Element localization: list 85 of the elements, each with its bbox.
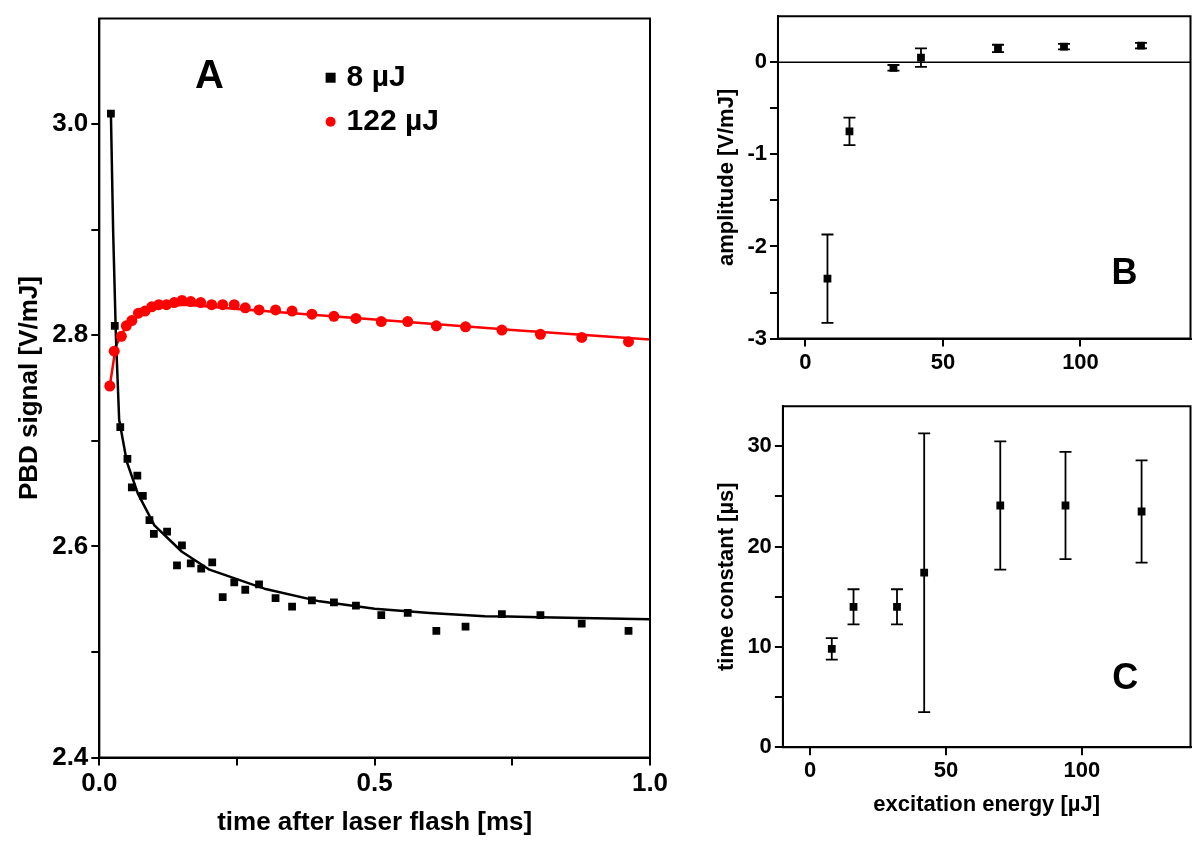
point: [306, 308, 318, 320]
point: [241, 585, 250, 594]
point: [104, 380, 116, 392]
point: [123, 454, 132, 463]
point: [107, 109, 115, 118]
y-tick-label: 10: [747, 632, 772, 658]
x-tick-label: 0: [803, 757, 817, 783]
y-tick-label: 2.6: [52, 529, 89, 560]
point: [308, 596, 316, 605]
point: [461, 622, 470, 631]
point: [576, 331, 588, 343]
point: [217, 299, 229, 311]
point: [350, 312, 362, 324]
point: [377, 611, 386, 619]
point: [624, 627, 633, 635]
y-tick-label: 3.0: [52, 107, 89, 138]
x-tick-label: 100: [1062, 348, 1099, 374]
point: [163, 527, 171, 536]
y-tick-label: -3: [747, 324, 767, 350]
point: [239, 302, 251, 314]
point: [230, 578, 239, 587]
point: [186, 559, 195, 568]
point: [253, 304, 265, 316]
point: [577, 619, 586, 628]
y-tick-label: -1: [747, 140, 767, 166]
point: [173, 561, 181, 570]
point: [208, 558, 217, 567]
y-tick-label: 30: [747, 432, 772, 458]
annotation: C: [1112, 655, 1139, 697]
x-tick-label: 50: [933, 757, 959, 783]
point: [197, 564, 206, 573]
x-tick-label: 0: [799, 348, 812, 374]
x-axis-title: time after laser flash [ms]: [217, 805, 533, 836]
point: [288, 602, 296, 611]
point: [375, 316, 387, 328]
point: [178, 541, 186, 550]
point: [460, 321, 472, 333]
point: [271, 594, 280, 603]
x-axis-title: excitation energy [µJ]: [873, 790, 1101, 816]
point: [218, 593, 227, 602]
point: [534, 328, 546, 340]
point: [330, 598, 338, 607]
point: [228, 299, 240, 311]
point: [138, 491, 147, 500]
y-tick-label: -2: [747, 232, 767, 258]
point: [127, 483, 136, 492]
x-tick-label: 50: [930, 348, 956, 374]
point: [496, 324, 508, 336]
x-tick-label: 100: [1063, 757, 1101, 783]
point: [115, 330, 127, 342]
x-tick-label: 1.0: [631, 767, 669, 798]
y-tick-label: 20: [747, 532, 772, 558]
point: [432, 627, 441, 635]
legend-label: 122 µJ: [346, 102, 439, 136]
point: [497, 610, 506, 618]
point: [185, 296, 197, 308]
point: [108, 345, 120, 357]
point: [206, 299, 218, 311]
legend-label: 8 µJ: [346, 58, 406, 92]
point: [145, 516, 154, 524]
point: [255, 580, 263, 589]
x-tick-label: 0.5: [356, 767, 393, 798]
point: [195, 297, 207, 309]
point: [116, 423, 125, 432]
y-tick-label: 0: [759, 733, 772, 759]
point: [430, 320, 442, 332]
point: [149, 529, 158, 538]
y-axis-title: time constant [µs]: [713, 482, 739, 672]
point: [110, 321, 119, 330]
point: [402, 316, 414, 328]
point: [270, 304, 282, 316]
point: [126, 315, 138, 327]
y-axis-title: PBD signal [V/mJ]: [12, 276, 43, 501]
y-tick-label: 2.8: [52, 318, 89, 349]
y-tick-label: 0: [754, 48, 767, 74]
annotation: B: [1111, 251, 1138, 293]
point: [623, 336, 635, 348]
point: [536, 611, 545, 619]
y-axis-title: amplitude [V/mJ]: [713, 88, 739, 267]
point: [286, 305, 298, 317]
point: [352, 601, 360, 610]
point: [133, 471, 142, 480]
annotation: A: [195, 51, 224, 96]
point: [403, 609, 412, 617]
point: [328, 310, 340, 322]
